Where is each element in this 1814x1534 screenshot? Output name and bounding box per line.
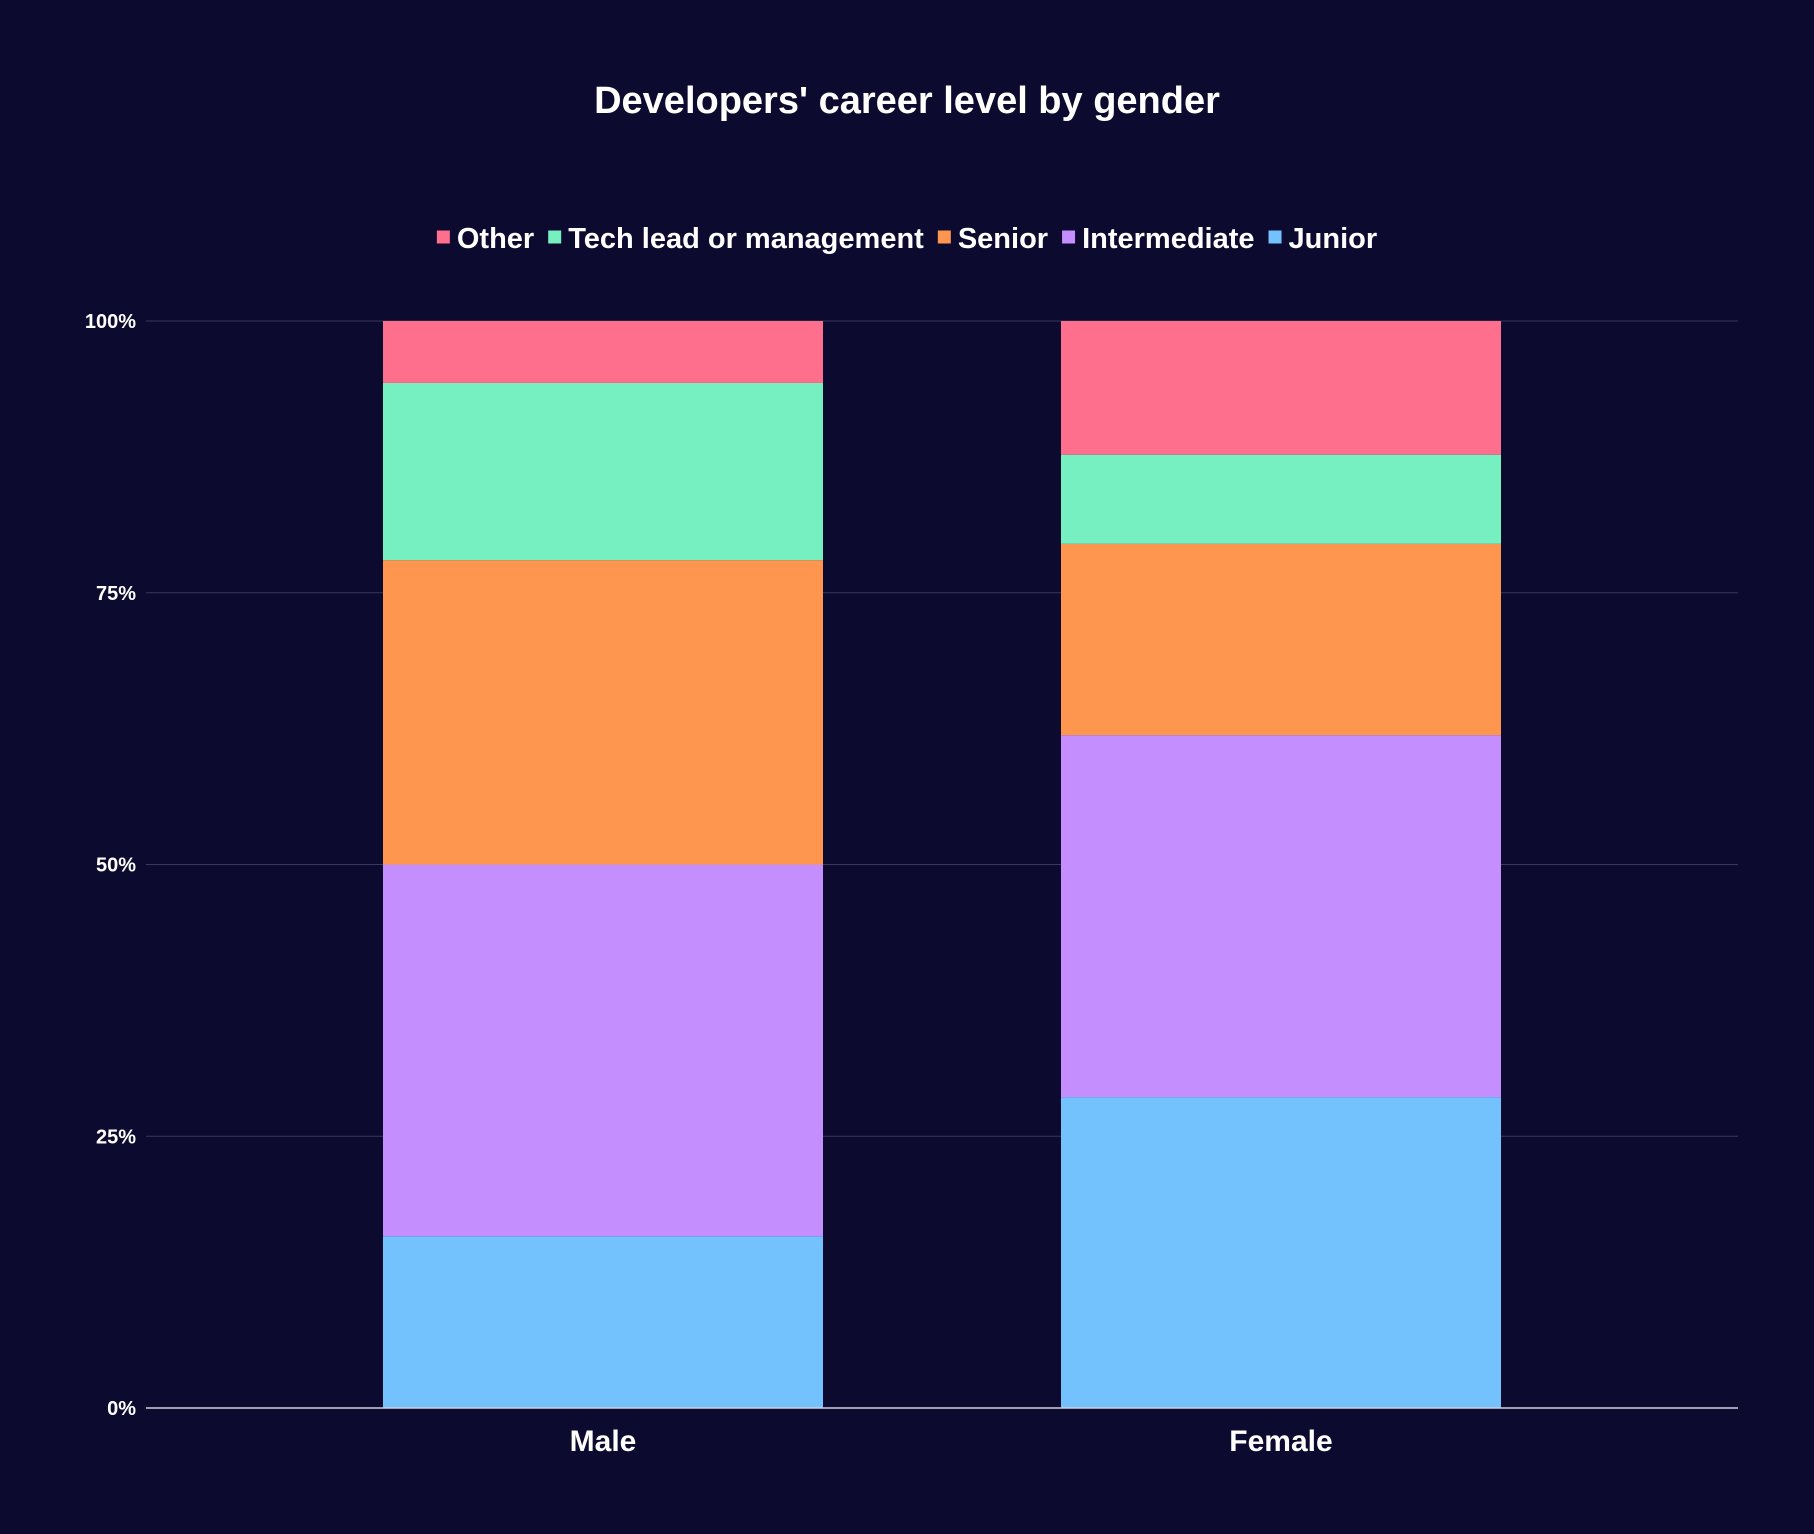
bar-female-intermediate [1061, 735, 1501, 1098]
x-axis-ticks: Male Female [570, 1425, 1333, 1458]
legend-swatch [1268, 230, 1282, 244]
y-tick-label: 50% [96, 855, 136, 877]
y-tick-label: 100% [85, 311, 136, 333]
legend-item-intermediate: Intermediate [1062, 223, 1255, 255]
legend-label: Other [457, 223, 534, 255]
bar-male-tech-lead-or-management [383, 382, 823, 561]
legend-item-senior: Senior [937, 223, 1048, 255]
legend-swatch [937, 230, 951, 244]
legend-swatch [1062, 230, 1076, 244]
legend-label: Junior [1289, 223, 1378, 255]
legend-swatch [436, 230, 450, 244]
bar-male-intermediate [383, 864, 823, 1237]
y-tick-label: 75% [96, 583, 136, 605]
legend-item-junior: Junior [1268, 223, 1378, 255]
legend-item-other: Other [436, 223, 534, 255]
bar-female-junior [1061, 1097, 1501, 1408]
chart-title: Developers' career level by gender [594, 80, 1220, 122]
bar-male-other [383, 321, 823, 383]
bars [383, 321, 1501, 1408]
y-tick-label: 25% [96, 1126, 136, 1148]
legend-label: Tech lead or management [568, 223, 924, 255]
bar-male-junior [383, 1236, 823, 1408]
x-tick-label: Male [570, 1425, 637, 1458]
chart-legend: Other Tech lead or management Senior Interm… [436, 223, 1378, 255]
legend-swatch [548, 230, 562, 244]
y-tick-label: 0% [107, 1398, 136, 1420]
bar-female-tech-lead-or-management [1061, 454, 1501, 544]
legend-label: Senior [958, 223, 1048, 255]
legend-label: Intermediate [1082, 223, 1254, 255]
bar-female-senior [1061, 543, 1501, 736]
bar-male-senior [383, 560, 823, 865]
x-tick-label: Female [1229, 1425, 1332, 1458]
y-axis-ticks: 0% 25% 50% 75% 100% [85, 311, 136, 1420]
bar-female-other [1061, 321, 1501, 455]
legend-item-tech-lead-or-management: Tech lead or management [548, 223, 924, 255]
